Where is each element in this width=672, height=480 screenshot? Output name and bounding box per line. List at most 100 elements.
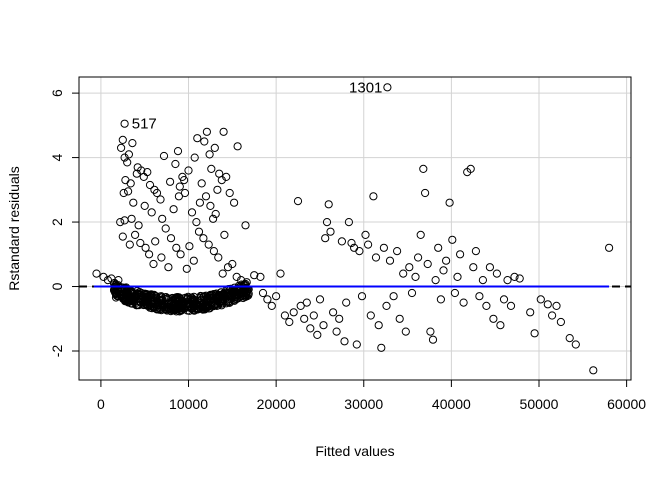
data-point-157 [426, 327, 435, 336]
data-point-42 [164, 263, 173, 272]
x-tick-label-0: 0 [97, 396, 105, 412]
data-point-26 [152, 188, 162, 198]
data-point-84 [166, 177, 175, 186]
data-point-196 [605, 243, 614, 252]
data-point-185 [515, 274, 524, 283]
data-point-88 [211, 209, 220, 219]
data-point-187 [530, 329, 539, 338]
cluster-point-459 [219, 292, 229, 301]
data-point-91 [174, 192, 183, 201]
cluster-point-516 [175, 305, 184, 315]
data-point-32 [141, 243, 150, 252]
cluster-point-514 [188, 304, 197, 313]
data-point-36 [161, 224, 170, 233]
data-point-154 [419, 164, 428, 173]
data-point-139 [374, 321, 383, 330]
cluster-point-456 [150, 302, 159, 311]
data-point-73 [209, 247, 218, 256]
data-point-135 [364, 240, 373, 249]
data-point-18 [145, 180, 155, 190]
cluster-point-483 [189, 305, 199, 314]
cluster-point-288 [163, 294, 172, 303]
data-point-190 [548, 311, 557, 320]
data-point-12 [124, 187, 133, 196]
data-point-122 [329, 308, 338, 317]
data-point-156 [423, 259, 432, 269]
cluster-point-491 [152, 304, 161, 313]
data-point-150 [407, 288, 417, 298]
cluster-point-470 [209, 302, 218, 311]
annotation-1301: 1301 [349, 79, 382, 96]
data-point-47 [180, 188, 190, 198]
data-point-99 [250, 271, 259, 280]
data-point-59 [197, 179, 206, 188]
data-point-106 [280, 311, 289, 320]
data-point-62 [209, 214, 218, 223]
y-tick-label-0: -2 [49, 345, 65, 358]
data-point-41 [157, 253, 166, 262]
y-axis-title: Rstandard residuals [6, 166, 22, 291]
annotations: 517 1301 [132, 79, 383, 132]
data-point-124 [335, 314, 344, 323]
data-point-49 [192, 218, 201, 227]
cluster-point-501 [205, 296, 214, 305]
data-point-31 [136, 238, 145, 248]
data-point-147 [399, 269, 408, 278]
data-point-8 [121, 176, 130, 185]
data-point-151 [411, 272, 420, 281]
x-tick-label-1: 10000 [169, 396, 208, 412]
data-point-120 [324, 200, 333, 209]
cluster-point-517 [173, 296, 182, 305]
data-point-53 [193, 134, 202, 143]
data-point-137 [369, 192, 378, 201]
data-point-56 [210, 143, 219, 152]
cluster-point-494 [137, 288, 146, 298]
data-point-7 [123, 158, 132, 167]
data-point-132 [355, 247, 364, 256]
data-point-78 [218, 269, 227, 278]
data-point-173 [471, 247, 480, 256]
data-point-9 [126, 179, 135, 188]
data-point-30 [131, 230, 140, 239]
y-tick-label-2: 2 [49, 218, 65, 226]
data-point-34 [151, 237, 160, 246]
data-point-89 [220, 230, 229, 239]
data-point-141 [379, 243, 388, 252]
data-point-192 [556, 317, 566, 327]
data-point-121 [326, 227, 335, 236]
data-point-38 [172, 243, 181, 252]
data-point-165 [448, 235, 457, 244]
data-point-72 [204, 240, 213, 249]
data-point-193 [565, 334, 574, 343]
cluster-point-457 [110, 283, 120, 292]
data-point-172 [469, 263, 478, 272]
cluster-point-497 [241, 289, 250, 298]
data-point-140 [377, 343, 386, 352]
cluster-point-495 [190, 295, 199, 304]
data-point-128 [344, 218, 353, 227]
data-point-44 [175, 182, 184, 191]
data-point-162 [439, 266, 448, 275]
data-point-6 [118, 135, 127, 144]
data-point-69 [241, 221, 250, 230]
data-point-176 [482, 301, 491, 310]
x-tick-label-5: 50000 [520, 396, 559, 412]
data-point-113 [306, 324, 315, 333]
data-point-169 [459, 298, 468, 307]
data-point-70 [194, 227, 204, 236]
data-point-112 [302, 298, 311, 307]
data-point-180 [496, 321, 505, 330]
x-axis-title: Fitted values [315, 443, 394, 459]
data-point-28 [118, 232, 127, 241]
data-point-61 [206, 201, 215, 210]
data-point-52 [202, 127, 211, 136]
data-point-101 [258, 288, 268, 298]
data-point-178 [489, 314, 498, 323]
cluster-point-498 [198, 302, 207, 311]
data-point-136 [366, 311, 375, 320]
data-point-103 [267, 301, 276, 310]
axes: 0 10000 20000 30000 40000 50000 60000 -2 0 2 4 6 [49, 89, 646, 412]
data-point-153 [416, 230, 425, 239]
data-point-86 [178, 172, 187, 181]
